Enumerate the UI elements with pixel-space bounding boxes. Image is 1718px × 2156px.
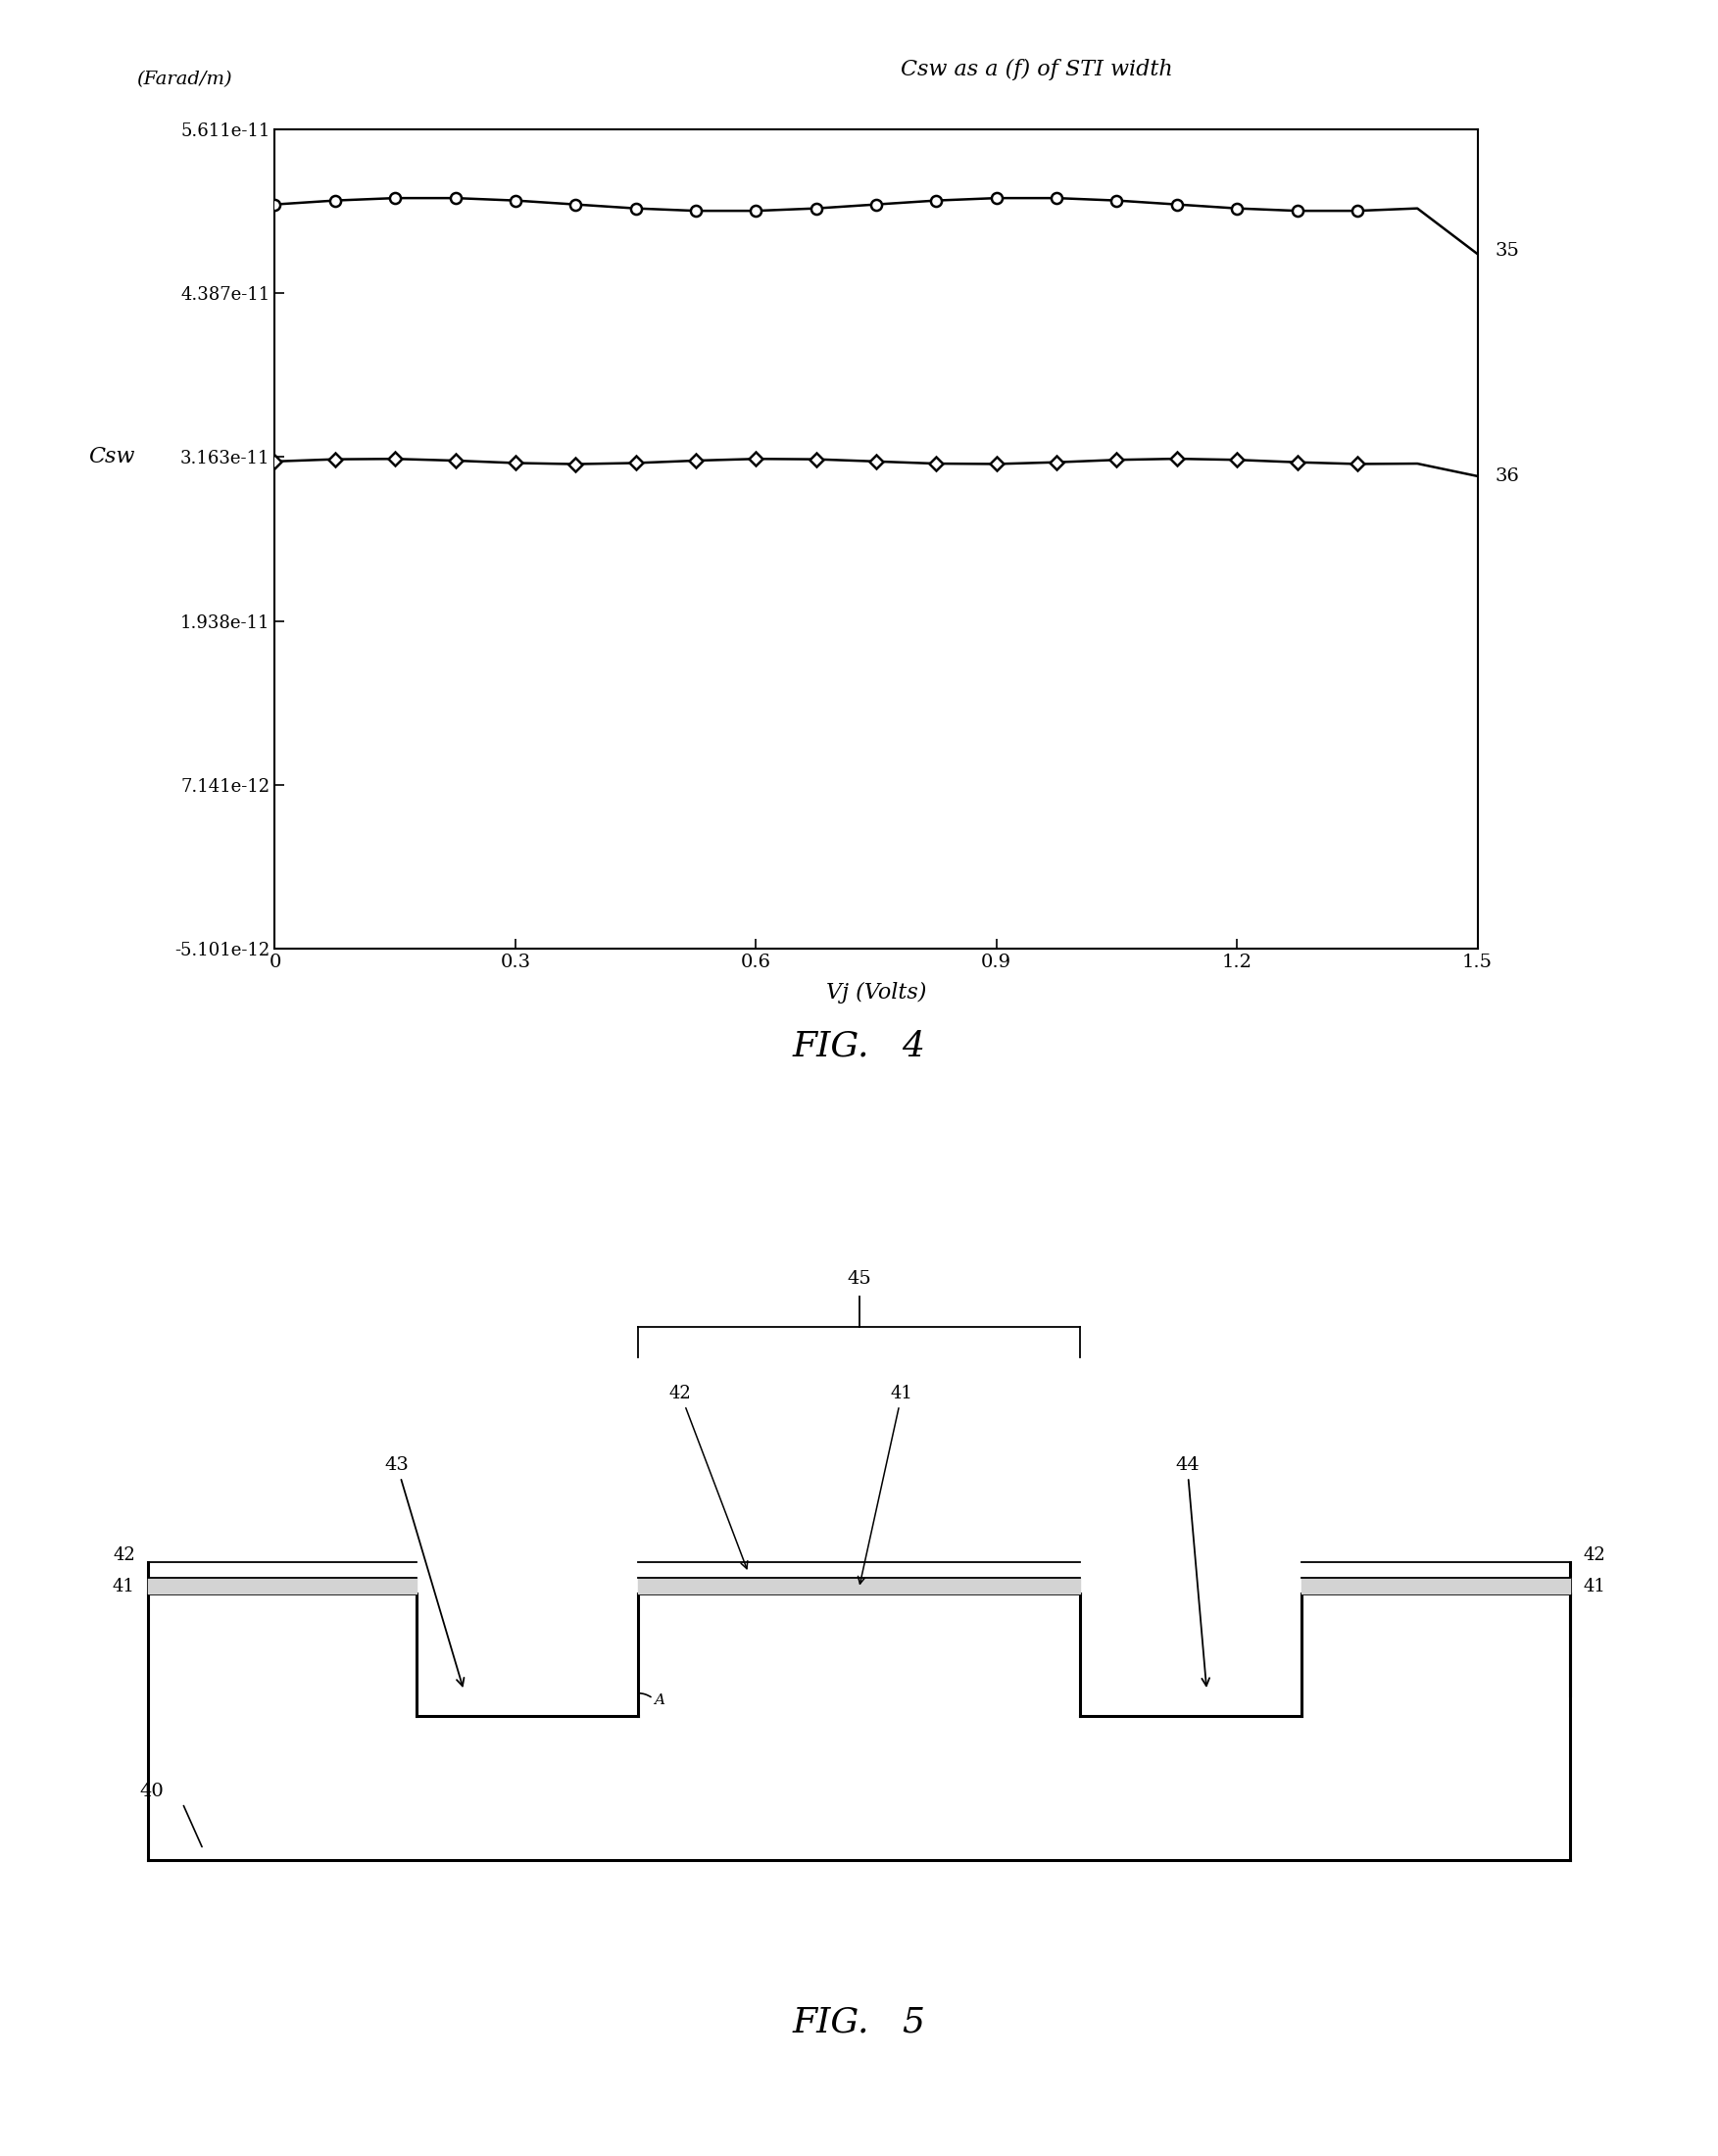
Text: 36: 36 (1495, 468, 1520, 485)
Text: 45: 45 (847, 1270, 871, 1287)
Text: 42: 42 (670, 1384, 747, 1570)
Text: (Farad/m): (Farad/m) (137, 71, 232, 88)
X-axis label: Vj (Volts): Vj (Volts) (826, 981, 926, 1003)
Text: 41: 41 (1582, 1578, 1605, 1595)
Text: Csw: Csw (89, 446, 136, 468)
Text: 42: 42 (113, 1546, 136, 1565)
Text: FIG.   4: FIG. 4 (792, 1028, 926, 1063)
Text: 41: 41 (857, 1384, 912, 1585)
Text: 44: 44 (1175, 1457, 1209, 1686)
Text: FIG.   5: FIG. 5 (792, 2005, 926, 2040)
Text: 42: 42 (1582, 1546, 1605, 1565)
Text: 40: 40 (139, 1783, 165, 1800)
Text: 43: 43 (385, 1457, 464, 1686)
Text: 41: 41 (113, 1578, 136, 1595)
Text: Csw as a (f) of STI width: Csw as a (f) of STI width (900, 58, 1172, 80)
Text: 35: 35 (1495, 241, 1520, 261)
Text: A: A (653, 1692, 665, 1708)
